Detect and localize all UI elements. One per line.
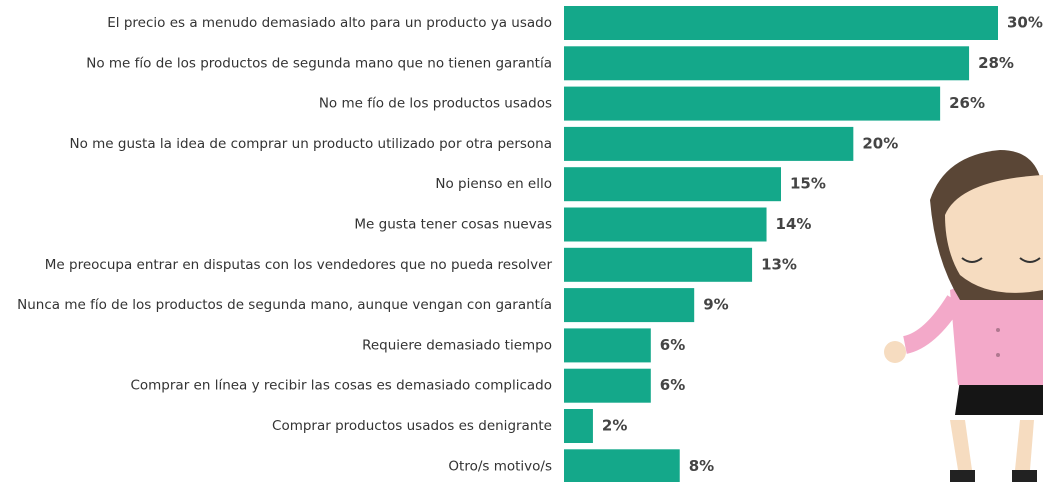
category-label: El precio es a menudo demasiado alto par… (107, 15, 552, 31)
value-label: 8% (689, 457, 714, 475)
value-label: 28% (978, 54, 1014, 72)
value-label: 26% (949, 94, 985, 112)
bar (564, 6, 998, 40)
category-label: No me fío de los productos de segunda ma… (86, 55, 552, 71)
value-label: 2% (602, 417, 627, 435)
bar (564, 167, 781, 202)
illustration (884, 150, 1043, 482)
bar (564, 409, 593, 443)
value-label: 14% (776, 215, 812, 233)
bar (564, 288, 695, 323)
bar (564, 207, 767, 242)
category-label: Me preocupa entrar en disputas con los v… (45, 257, 553, 273)
category-label: No me fío de los productos usados (319, 96, 552, 112)
category-label: Comprar en línea y recibir las cosas es … (130, 378, 552, 394)
bar (564, 368, 651, 403)
value-label: 6% (660, 376, 685, 394)
category-label: No pienso en ello (435, 176, 552, 192)
value-label: 15% (790, 175, 826, 193)
bar (564, 46, 970, 81)
category-label: Me gusta tener cosas nuevas (354, 217, 552, 233)
bar (564, 328, 651, 363)
category-label: Comprar productos usados es denigrante (272, 418, 552, 434)
bar (564, 247, 753, 282)
category-label: Otro/s motivo/s (448, 458, 552, 474)
bar (564, 86, 941, 121)
category-label: Requiere demasiado tiempo (362, 337, 552, 353)
value-label: 13% (761, 255, 797, 273)
bar (564, 449, 680, 482)
value-label: 20% (862, 134, 898, 152)
category-label: No me gusta la idea de comprar un produc… (70, 136, 553, 152)
bar (564, 126, 854, 161)
value-label: 6% (660, 336, 685, 354)
value-label: 9% (703, 296, 728, 314)
value-label: 30% (1007, 14, 1043, 32)
category-label: Nunca me fío de los productos de segunda… (17, 297, 552, 313)
